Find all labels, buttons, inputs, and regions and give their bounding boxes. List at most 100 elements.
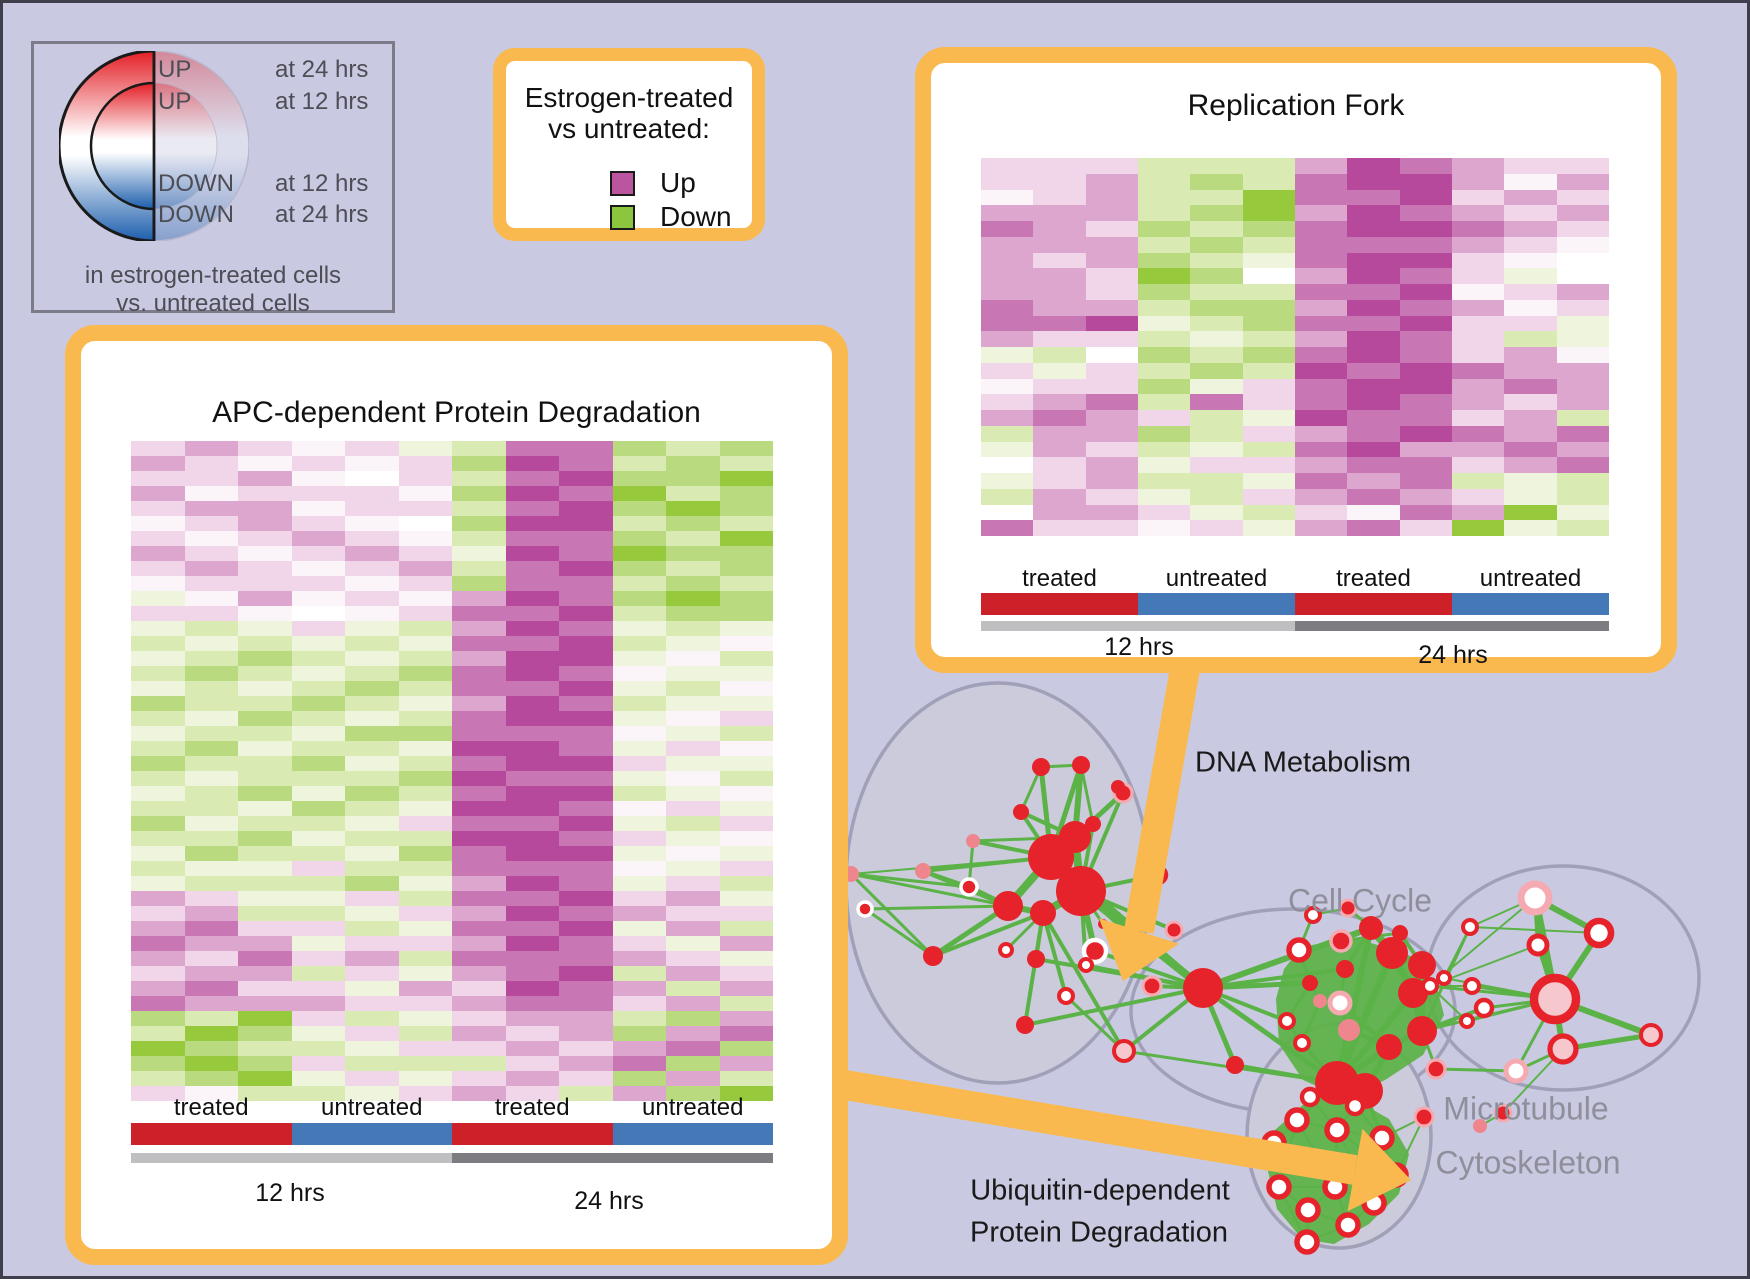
heatmap-cell — [131, 966, 185, 981]
heatmap-cell — [666, 861, 720, 876]
heatmap-cell — [505, 786, 559, 801]
treated-bar — [131, 1123, 292, 1145]
heatmap-cell — [1399, 394, 1452, 410]
network-node — [1461, 918, 1479, 936]
heatmap-cell — [719, 501, 773, 516]
heatmap-cell — [452, 846, 506, 861]
legend-at-24: at 24 hrs — [275, 56, 369, 83]
heatmap-cell — [1399, 284, 1452, 300]
heatmap-cell — [345, 921, 399, 936]
heatmap-cell — [1347, 189, 1400, 206]
heatmap-cell — [505, 966, 559, 981]
heatmap-cell — [1137, 252, 1191, 269]
heatmap-cell — [131, 501, 185, 516]
heatmap-cell — [666, 1086, 720, 1101]
heatmap-cell — [398, 861, 452, 876]
heatmap-cell — [452, 681, 506, 696]
heatmap-cell — [1451, 173, 1505, 190]
heatmap-cell — [719, 486, 773, 501]
heatmap-cell — [1451, 457, 1505, 473]
heatmap-cell — [1242, 488, 1295, 505]
heatmap-cell — [981, 394, 1034, 410]
heatmap-cell — [505, 801, 559, 816]
heatmap-cell — [238, 846, 292, 861]
heatmap-cell — [184, 546, 238, 561]
heatmap-cell — [666, 531, 720, 546]
heatmap-cell — [131, 816, 185, 831]
heatmap-cell — [612, 681, 666, 696]
heatmap-cell — [1504, 520, 1557, 536]
heatmap-cell — [452, 651, 506, 666]
heatmap-cell — [1033, 362, 1086, 379]
heatmap-cell — [184, 1086, 238, 1101]
legend-at-12: at 12 hrs — [275, 88, 369, 115]
heatmap-cell — [1137, 315, 1191, 332]
heatmap-cell — [612, 576, 666, 591]
heatmap-cell — [666, 726, 720, 741]
heatmap-cell — [238, 861, 292, 876]
heatmap-cell — [505, 816, 559, 831]
heatmap-cell — [1085, 410, 1138, 426]
heatmap-cell — [398, 561, 452, 576]
heatmap-cell — [238, 831, 292, 846]
legend-footnote-2: vs. untreated cells — [116, 290, 310, 317]
heatmap-cell — [452, 741, 506, 756]
heatmap-cell — [1085, 425, 1138, 442]
heatmap-cell — [184, 681, 238, 696]
heatmap-cell — [612, 906, 666, 921]
heatmap-cell — [612, 771, 666, 786]
heatmap-cell — [1399, 362, 1452, 379]
heatmap-cell — [452, 621, 506, 636]
heatmap-cell — [184, 696, 238, 711]
heatmap-cell — [131, 606, 185, 621]
heatmap-cell — [238, 756, 292, 771]
network-node — [1459, 1013, 1475, 1029]
heatmap-cell — [719, 936, 773, 951]
heatmap-cell — [1242, 268, 1295, 284]
heatmap-cell — [398, 591, 452, 606]
heatmap-cell — [981, 173, 1034, 190]
heatmap-cell — [1504, 173, 1557, 190]
heatmap-cell — [1033, 347, 1086, 363]
heatmap-cell — [131, 861, 185, 876]
heatmap-cell — [1347, 362, 1400, 379]
heatmap-cell — [291, 936, 345, 951]
heatmap-cell — [1294, 394, 1348, 410]
heatmap-cell — [981, 504, 1034, 521]
heatmap-cell — [719, 951, 773, 966]
heatmap-cell — [981, 378, 1034, 395]
network-node — [1344, 1095, 1366, 1117]
heatmap-cell — [666, 516, 720, 531]
heatmap-cell — [1085, 221, 1138, 237]
heatmap-cell — [238, 651, 292, 666]
heatmap-cell — [559, 441, 613, 456]
heatmap-cell — [345, 771, 399, 786]
heatmap-cell — [238, 681, 292, 696]
legend-up-24: UP — [158, 56, 192, 83]
heatmap-cell — [184, 471, 238, 486]
heatmap-cell — [981, 347, 1034, 363]
heatmap-cell — [1451, 394, 1505, 410]
heatmap-cell — [1085, 268, 1138, 284]
heatmap-cell — [1556, 236, 1609, 253]
heatmap-cell — [398, 1011, 452, 1026]
heatmap-cell — [345, 1071, 399, 1086]
heatmap-cell — [981, 299, 1034, 316]
legend-footnote-1: in estrogen-treated cells — [84, 262, 342, 289]
heatmap-cell — [1294, 315, 1348, 332]
heatmap-cell — [345, 681, 399, 696]
heatmap-cell — [1085, 520, 1138, 536]
heatmap-cell — [184, 786, 238, 801]
heatmap-cell — [1137, 236, 1191, 253]
heatmap-cell — [666, 816, 720, 831]
network-node — [1335, 1212, 1361, 1238]
heatmap-cell — [559, 621, 613, 636]
untreated-bar — [1138, 593, 1295, 615]
heatmap-cell — [666, 981, 720, 996]
heatmap-cell — [559, 981, 613, 996]
heatmap-cell — [291, 621, 345, 636]
heatmap-cell — [559, 531, 613, 546]
heatmap-cell — [719, 591, 773, 606]
heatmap-cell — [505, 996, 559, 1011]
